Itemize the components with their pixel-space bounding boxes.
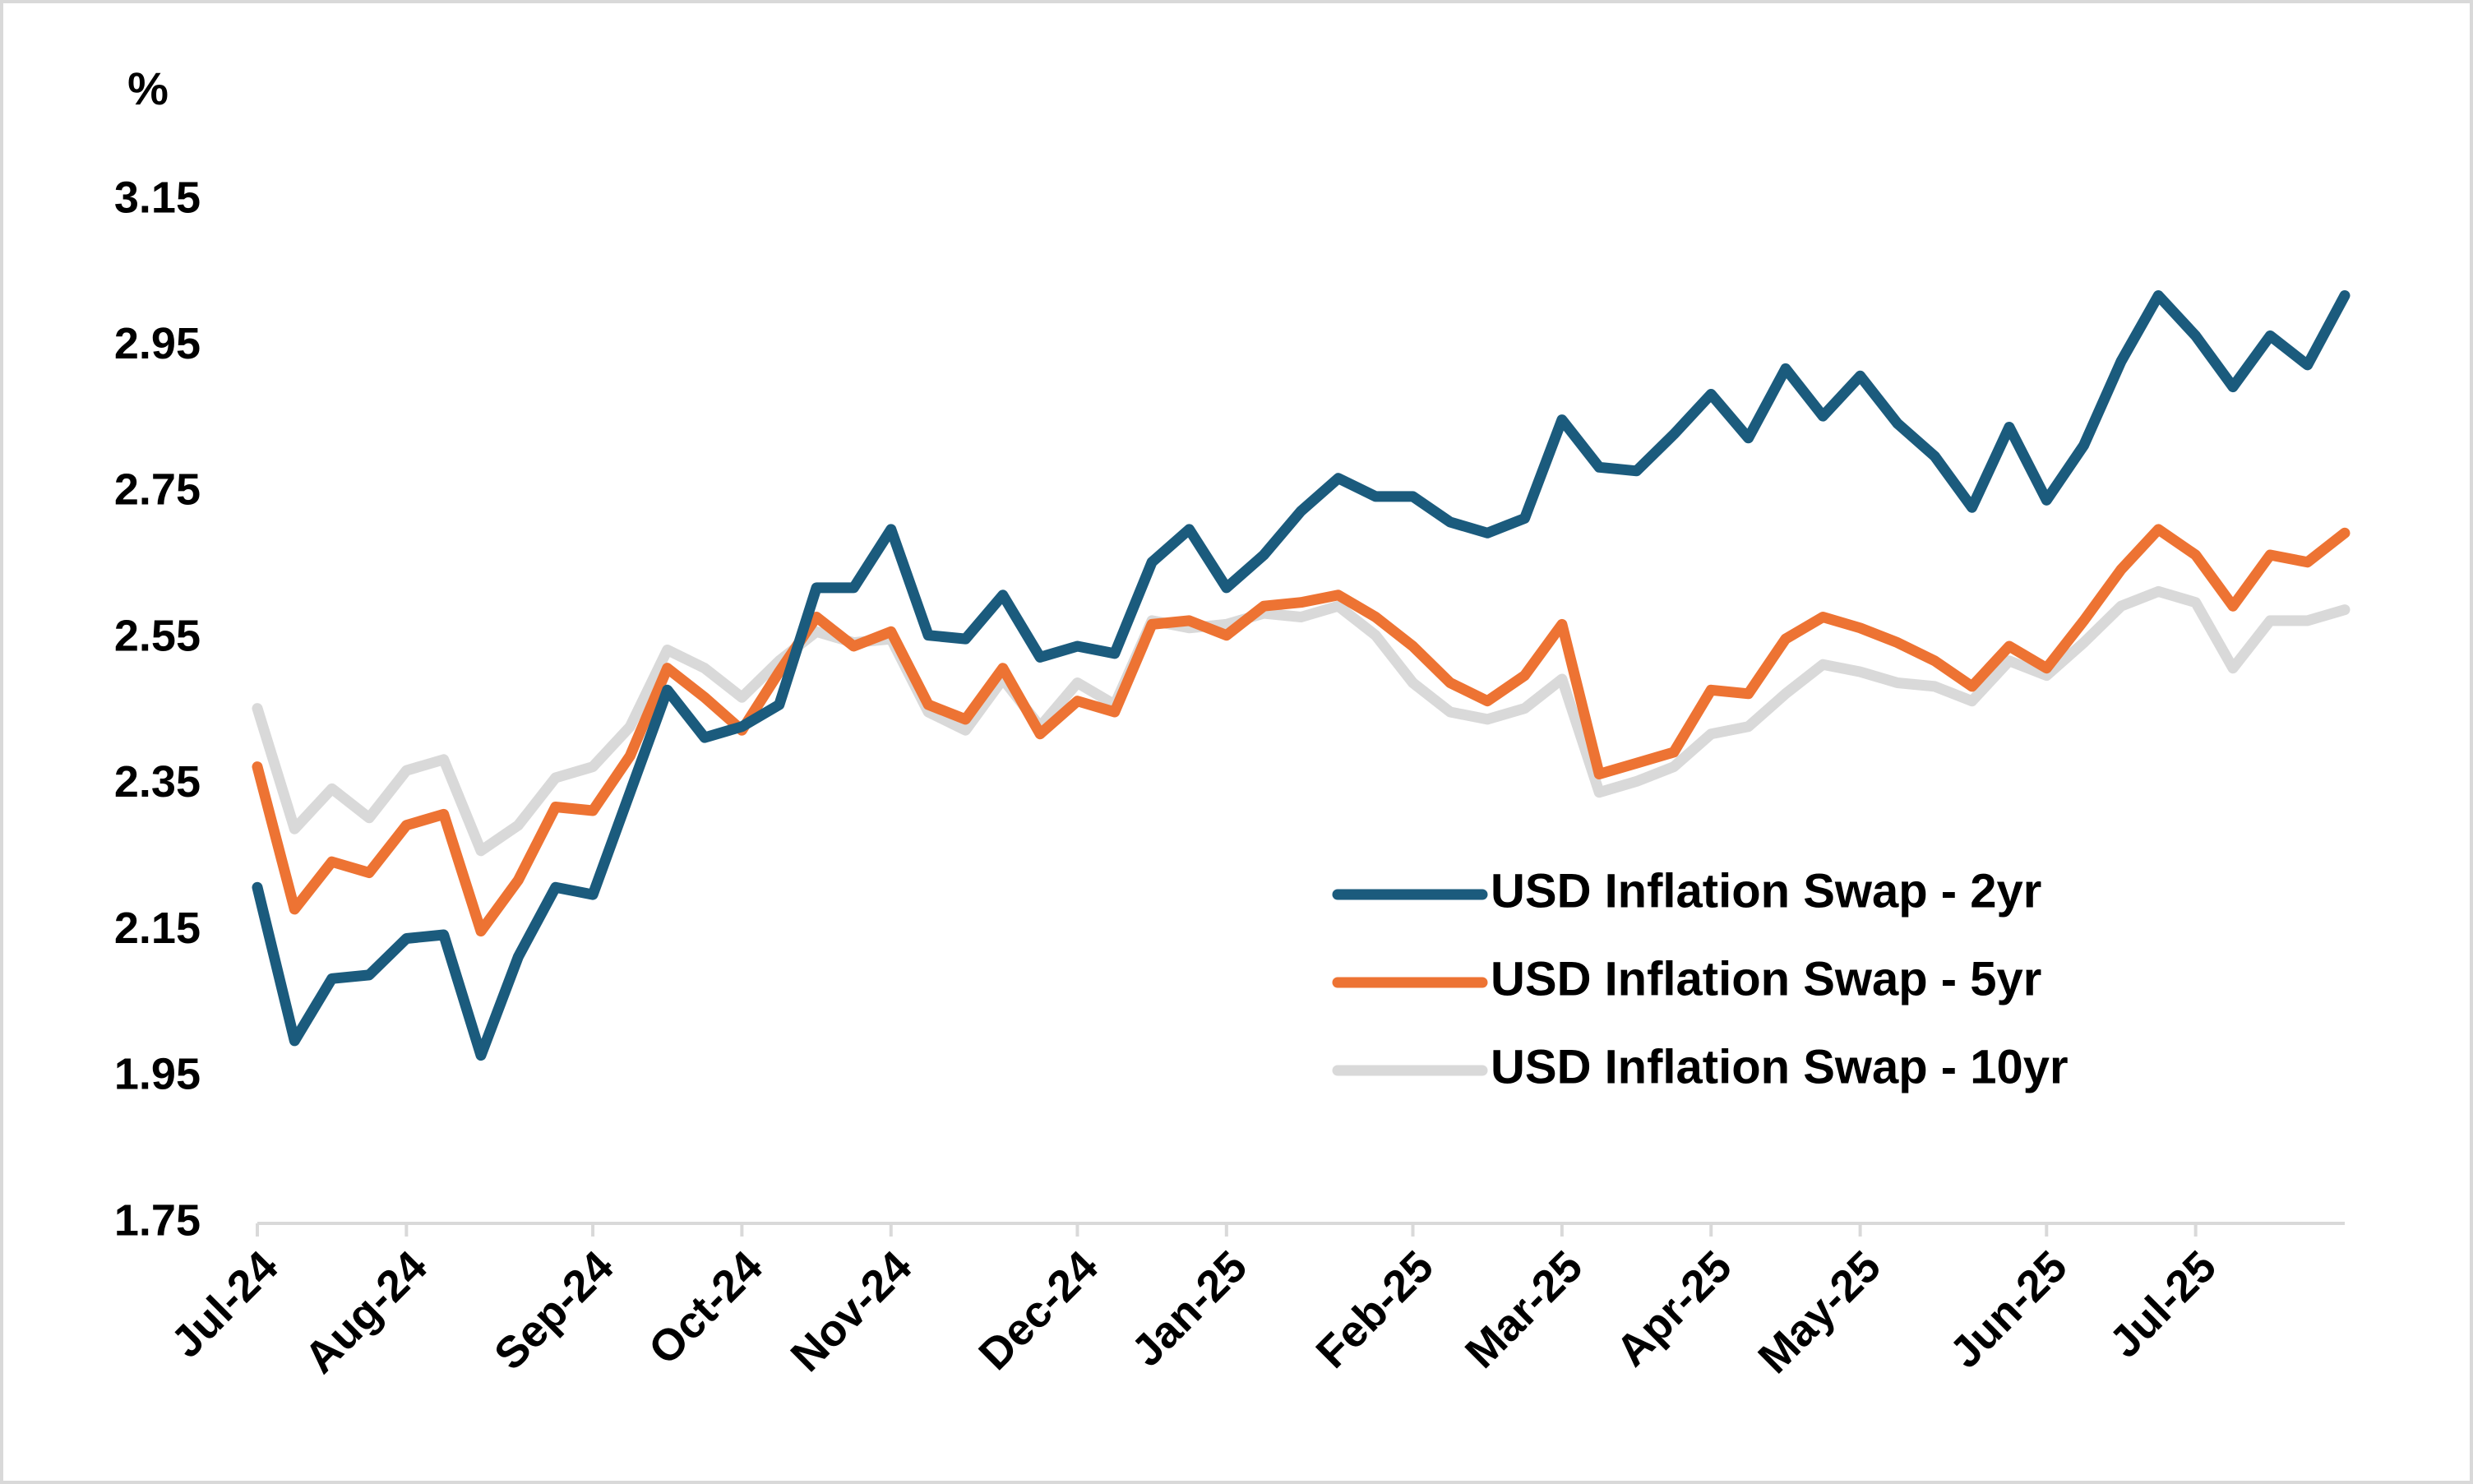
- y-tick-label: 2.35: [114, 757, 201, 807]
- y-tick-label: 2.75: [114, 465, 201, 515]
- y-tick-label: 3.15: [114, 173, 201, 222]
- y-tick-label: 2.55: [114, 611, 201, 660]
- series-line: [252, 524, 2351, 937]
- series-line: [252, 585, 2351, 857]
- y-tick-label: 1.95: [114, 1050, 201, 1099]
- y-tick-label: 2.15: [114, 904, 201, 953]
- y-axis-label: %: [127, 62, 169, 114]
- series-line: [252, 290, 2351, 1061]
- legend-label: USD Inflation Swap - 2yr: [1491, 864, 2041, 918]
- y-tick-label: 1.75: [114, 1195, 201, 1245]
- legend-label: USD Inflation Swap - 10yr: [1491, 1040, 2069, 1093]
- legend-label: USD Inflation Swap - 5yr: [1491, 952, 2041, 1006]
- y-tick-label: 2.95: [114, 319, 201, 368]
